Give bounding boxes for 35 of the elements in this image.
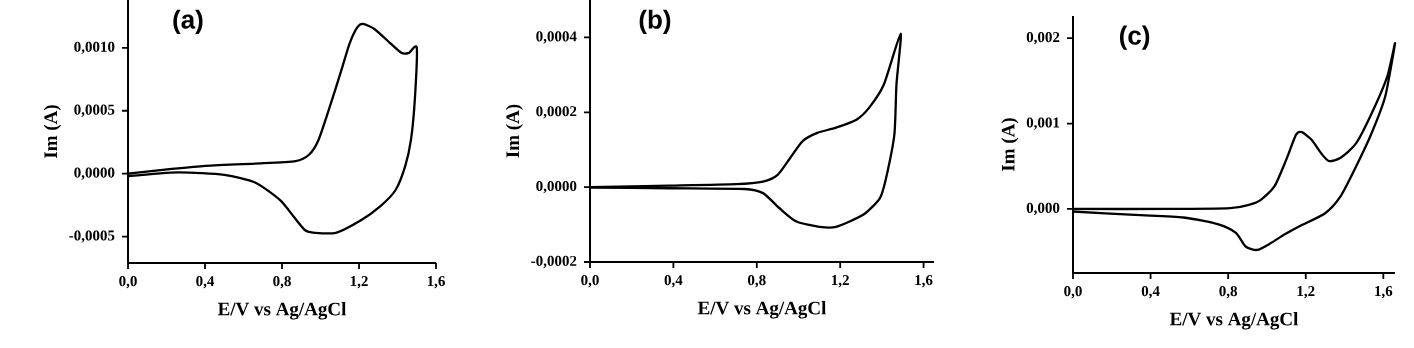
y-axis-title: Im (A) xyxy=(505,104,523,158)
x-tick-label: 0,4 xyxy=(196,276,215,289)
x-axis-title: E/V vs Ag/AgCl xyxy=(217,302,347,320)
y-tick-label: -0,0005 xyxy=(69,230,115,243)
y-axis-title: Im (A) xyxy=(1001,118,1019,172)
x-tick-label: 0,8 xyxy=(273,276,291,289)
x-tick-label: 0,8 xyxy=(1219,286,1238,299)
x-tick-label: 0,0 xyxy=(581,275,599,288)
y-tick-label: 0,0002 xyxy=(536,106,577,119)
x-tick-label: 1,2 xyxy=(832,275,849,288)
y-tick-label: 0,0005 xyxy=(74,104,115,117)
y-tick-label: 0,0004 xyxy=(536,31,577,44)
x-tick-label: 1,6 xyxy=(1375,286,1393,299)
y-tick-label: 0,0000 xyxy=(74,167,115,180)
annotation: (c) xyxy=(1119,25,1150,50)
x-tick-label: 0,4 xyxy=(1141,286,1160,299)
x-tick-label: 1,2 xyxy=(1297,286,1315,299)
x-tick-label: 0,0 xyxy=(119,276,137,289)
x-axis-title: E/V vs Ag/AgCl xyxy=(697,301,827,319)
x-tick-label: 1,6 xyxy=(915,275,933,288)
y-tick-label: -0,0002 xyxy=(531,255,577,269)
y-tick-label: 0,001 xyxy=(1026,117,1060,130)
y-tick-label: 0,002 xyxy=(1026,32,1060,45)
y-axis-title: Im (A) xyxy=(43,105,61,159)
x-tick-label: 1,2 xyxy=(350,276,368,289)
annotation: (a) xyxy=(173,9,203,34)
y-tick-label: 0,0010 xyxy=(74,41,115,54)
y-tick-label: 0,000 xyxy=(1026,202,1060,216)
x-axis-title: E/V vs Ag/AgCl xyxy=(1169,312,1299,330)
x-tick-label: 0,4 xyxy=(664,275,683,288)
x-tick-label: 0,0 xyxy=(1064,286,1082,299)
x-tick-label: 1,6 xyxy=(427,276,445,289)
y-tick-label: 0,0000 xyxy=(536,180,577,194)
annotation: (b) xyxy=(639,9,671,34)
x-tick-label: 0,8 xyxy=(747,275,766,288)
